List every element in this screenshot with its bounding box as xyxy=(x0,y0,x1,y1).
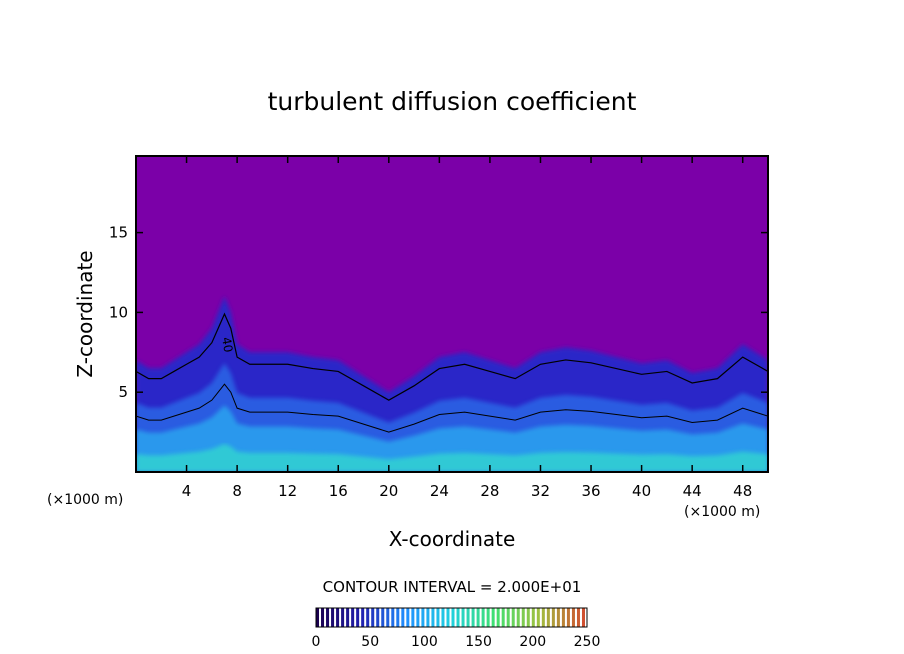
x-axis-label: X-coordinate xyxy=(389,527,516,551)
chart-title: turbulent diffusion coefficient xyxy=(268,87,637,116)
colorbar-swatch xyxy=(426,608,430,627)
colorbar-swatch xyxy=(576,608,580,627)
colorbar-swatch xyxy=(446,608,450,627)
colorbar-swatch xyxy=(441,608,445,627)
colorbar-swatch xyxy=(466,608,470,627)
colorbar-swatch xyxy=(526,608,530,627)
colorbar-swatch xyxy=(476,608,480,627)
colorbar-swatch xyxy=(506,608,510,627)
colorbar-swatch xyxy=(561,608,565,627)
colorbar-tick-label: 0 xyxy=(312,634,321,650)
colorbar-swatch xyxy=(456,608,460,627)
colorbar-swatch xyxy=(381,608,385,627)
colorbar-swatch xyxy=(551,608,555,627)
contour-line xyxy=(136,383,768,433)
colorbar-swatch xyxy=(406,608,410,627)
colorbar-tick-label: 250 xyxy=(574,634,601,650)
colorbar-swatch xyxy=(416,608,420,627)
colorbar-swatch xyxy=(436,608,440,627)
x-tick-label: 8 xyxy=(232,482,242,500)
colorbar-swatch xyxy=(321,608,325,627)
x-tick-label: 12 xyxy=(278,482,297,500)
contour-value-label: 40 xyxy=(219,336,235,353)
colorbar-swatch xyxy=(356,608,360,627)
x-multiplier-label-right: (×1000 m) xyxy=(684,504,760,520)
colorbar-swatch xyxy=(341,608,345,627)
colorbar-swatch xyxy=(501,608,505,627)
contour-line xyxy=(136,312,768,401)
x-tick-label: 24 xyxy=(430,482,449,500)
x-tick-label: 44 xyxy=(683,482,702,500)
colorbar-swatch xyxy=(346,608,350,627)
x-tick-label: 28 xyxy=(480,482,499,500)
colorbar-tick-label: 100 xyxy=(411,634,438,650)
colorbar-tick-label: 50 xyxy=(361,634,379,650)
y-axis-label: Z-coordinate xyxy=(73,250,97,377)
colorbar-swatch xyxy=(451,608,455,627)
x-tick-label: 20 xyxy=(379,482,398,500)
x-tick-label: 4 xyxy=(182,482,192,500)
colorbar: 0 50 100 150 200 250 xyxy=(312,607,601,650)
turbulence-field: 40 xyxy=(136,296,768,472)
colorbar-swatch xyxy=(391,608,395,627)
y-axis: 5 10 15 xyxy=(109,224,768,401)
colorbar-swatch xyxy=(531,608,535,627)
colorbar-swatch xyxy=(481,608,485,627)
colorbar-ticks: 0 50 100 150 200 250 xyxy=(312,634,601,650)
contour-interval-label: CONTOUR INTERVAL = 2.000E+01 xyxy=(323,578,582,596)
colorbar-swatch xyxy=(351,608,355,627)
colorbar-swatch xyxy=(486,608,490,627)
colorbar-swatch xyxy=(361,608,365,627)
colorbar-swatch xyxy=(541,608,545,627)
colorbar-swatch xyxy=(421,608,425,627)
colorbar-swatch xyxy=(556,608,560,627)
colorbar-swatch xyxy=(546,608,550,627)
colorbar-swatch xyxy=(336,608,340,627)
colorbar-swatch xyxy=(411,608,415,627)
colorbar-swatch xyxy=(316,608,320,627)
colorbar-swatch xyxy=(366,608,370,627)
colorbar-swatch xyxy=(461,608,465,627)
colorbar-swatch xyxy=(401,608,405,627)
colorbar-swatch xyxy=(536,608,540,627)
x-tick-label: 48 xyxy=(733,482,752,500)
y-tick-label: 10 xyxy=(109,303,128,321)
colorbar-swatch xyxy=(516,608,520,627)
colorbar-frame xyxy=(315,607,588,628)
colorbar-swatch xyxy=(511,608,515,627)
x-axis: 4 8 12 16 20 24 28 32 36 40 44 48 xyxy=(182,156,752,500)
colorbar-swatch xyxy=(496,608,500,627)
x-tick-label: 36 xyxy=(581,482,600,500)
y-tick-label: 15 xyxy=(109,224,128,242)
colorbar-swatch xyxy=(581,608,585,627)
colorbar-swatch xyxy=(326,608,330,627)
turbulence-layer-peak xyxy=(136,443,768,472)
plot-area: 40 xyxy=(135,155,769,473)
colorbar-swatch xyxy=(491,608,495,627)
colorbar-swatch xyxy=(566,608,570,627)
x-tick-label: 32 xyxy=(531,482,550,500)
colorbar-swatch xyxy=(376,608,380,627)
colorbar-swatch xyxy=(331,608,335,627)
x-tick-label: 16 xyxy=(329,482,348,500)
colorbar-swatch xyxy=(396,608,400,627)
colorbar-tick-label: 200 xyxy=(519,634,546,650)
colorbar-swatch xyxy=(431,608,435,627)
colorbar-swatch xyxy=(471,608,475,627)
colorbar-swatch xyxy=(571,608,575,627)
x-multiplier-label-left: (×1000 m) xyxy=(47,492,123,508)
colorbar-tick-label: 150 xyxy=(465,634,492,650)
colorbar-stripes xyxy=(316,608,585,627)
y-tick-label: 5 xyxy=(118,383,128,401)
colorbar-swatch xyxy=(371,608,375,627)
plot-frame xyxy=(135,155,769,473)
colorbar-swatch xyxy=(386,608,390,627)
x-tick-label: 40 xyxy=(632,482,651,500)
colorbar-swatch xyxy=(521,608,525,627)
